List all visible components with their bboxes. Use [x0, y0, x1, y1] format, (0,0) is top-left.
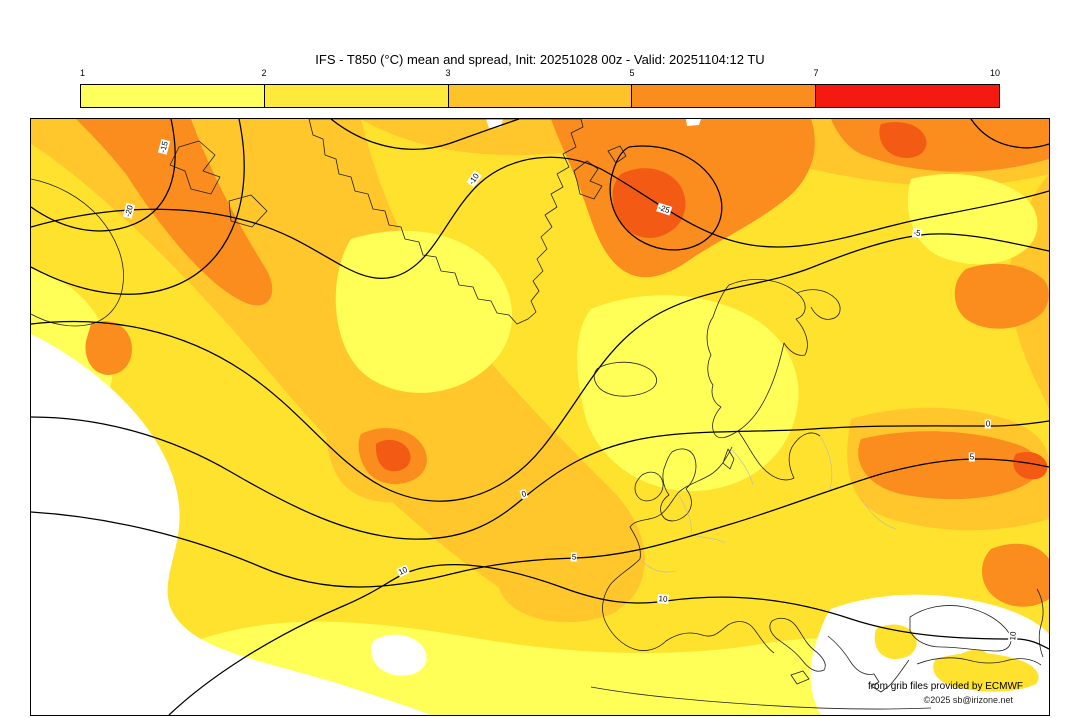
sicily-coastline — [790, 670, 810, 685]
shade-blob — [76, 119, 273, 306]
contour-line — [31, 233, 1049, 502]
colorbar-tick: 10 — [989, 68, 1000, 78]
shade-blob — [577, 295, 799, 492]
coastlines-layer — [31, 119, 1044, 710]
colorbar-segment — [81, 85, 265, 107]
shade-blob — [858, 431, 1040, 500]
colorbar-segment — [632, 85, 817, 107]
italy-coastline — [769, 617, 826, 672]
chart-title: IFS - T850 (°C) mean and spread, Init: 2… — [315, 52, 765, 67]
kola-coastline — [796, 289, 841, 320]
svalbard-coastline — [573, 160, 603, 200]
contour-line — [31, 119, 245, 295]
country-border — [819, 435, 833, 490]
colorbar — [80, 84, 1000, 108]
map-area: -15 -20 -10 -25 -5 0 5 10 10 0 5 10 from… — [30, 118, 1050, 716]
shade-blob — [612, 168, 686, 238]
shade-blob — [874, 624, 917, 659]
contour-line — [31, 156, 1049, 279]
contour-layer — [31, 119, 1049, 715]
balkans-coastline — [827, 635, 910, 693]
shade-blob — [335, 230, 513, 393]
credits-source: from grib files provided by ECMWF — [867, 681, 1023, 692]
shade-blob — [31, 334, 431, 715]
shading-layer — [31, 119, 1049, 715]
ireland-coastline — [634, 471, 664, 502]
canada-coastline — [169, 140, 221, 195]
colorbar-segment — [264, 85, 449, 107]
denmark-coastline — [722, 448, 735, 470]
shade-blob — [879, 122, 927, 158]
contour-label: 10 — [657, 594, 669, 604]
black-sea-coastline — [909, 605, 1012, 652]
svalbard-coastline — [607, 145, 627, 164]
contour-label: 5 — [570, 552, 578, 562]
credits-copyright: ©2025 sb@irizone.net — [923, 695, 1013, 705]
colorbar-ticks: 1 2 3 5 7 10 — [80, 68, 1000, 80]
colorbar-tick: 2 — [261, 68, 267, 78]
shade-blob — [954, 263, 1049, 329]
contour-label: 5 — [968, 452, 976, 462]
africa-coastline — [590, 686, 932, 710]
contour-line — [31, 119, 176, 232]
contour-line — [31, 458, 1049, 588]
map-svg — [31, 119, 1049, 715]
shade-blob — [85, 321, 132, 375]
shade-blob — [371, 634, 427, 676]
country-border — [860, 498, 897, 530]
contour-line — [609, 145, 723, 251]
colorbar-tick: 1 — [80, 68, 86, 78]
shade-blob — [1013, 452, 1048, 480]
canada-coastline — [228, 194, 268, 228]
labrador-coastline — [31, 178, 124, 327]
contour-label: 10 — [1008, 630, 1018, 642]
baltic-coastline — [737, 430, 821, 481]
contour-line — [31, 416, 1049, 540]
country-border — [730, 448, 754, 486]
caspian-coastline — [1036, 588, 1044, 658]
colorbar-tick: 3 — [445, 68, 451, 78]
colorbar-tick: 7 — [813, 68, 819, 78]
shade-blob — [375, 439, 411, 472]
contour-label: -5 — [911, 227, 923, 239]
iceland-coastline — [593, 361, 657, 397]
contour-line — [970, 119, 1049, 149]
colorbar-tick: 5 — [629, 68, 635, 78]
shade-blob — [933, 653, 1039, 692]
contour-line — [168, 564, 1049, 715]
colorbar-segment — [816, 85, 999, 107]
shade-blob — [496, 558, 626, 623]
europe-coastline — [602, 446, 775, 654]
turkey-coastline — [916, 657, 1042, 666]
shade-blob — [982, 543, 1049, 607]
britain-coastline — [660, 448, 697, 522]
colorbar-segment — [448, 85, 633, 107]
greenland-coastline — [308, 119, 584, 325]
contour-label: 0 — [984, 419, 992, 429]
credits: from grib files provided by ECMWF ©2025 … — [868, 681, 1023, 705]
shade-blob — [686, 119, 701, 126]
country-border — [639, 558, 677, 573]
contour-line — [330, 119, 520, 150]
country-border — [678, 494, 726, 544]
